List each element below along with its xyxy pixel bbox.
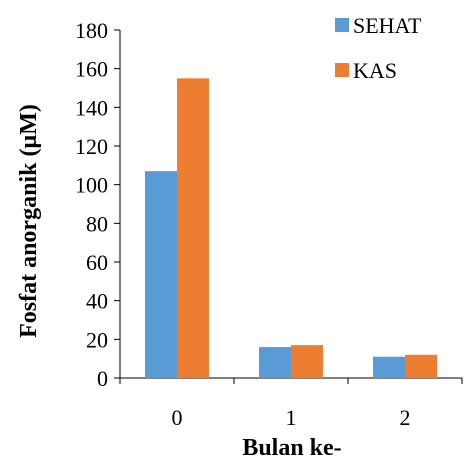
legend-swatch-kas — [335, 63, 349, 77]
y-tick-label: 60 — [86, 250, 108, 275]
legend-swatch-sehat — [335, 18, 349, 32]
y-axis-title: Fosfat anorganik (µM) — [16, 104, 42, 338]
y-tick-label: 160 — [75, 57, 108, 82]
bar-sehat-2 — [373, 356, 405, 378]
y-tick-label: 180 — [75, 18, 108, 43]
y-tick-label: 120 — [75, 134, 108, 159]
x-tick-label: 0 — [172, 405, 183, 430]
bar-sehat-0 — [145, 171, 177, 378]
x-axis-title: Bulan ke- — [242, 435, 341, 461]
x-tick-label: 2 — [400, 405, 411, 430]
bars — [145, 78, 437, 378]
bar-kas-0 — [177, 78, 209, 378]
x-tick-label: 1 — [286, 405, 297, 430]
y-tick-label: 40 — [86, 289, 108, 314]
legend-label-kas: KAS — [353, 58, 397, 83]
y-tick-label: 100 — [75, 173, 108, 198]
bar-kas-1 — [291, 345, 323, 378]
x-axis: 0 1 2 — [119, 377, 463, 430]
legend: SEHAT KAS — [335, 13, 422, 83]
bar-kas-2 — [405, 354, 437, 378]
y-tick-label: 20 — [86, 327, 108, 352]
y-tick-label: 140 — [75, 95, 108, 120]
legend-label-sehat: SEHAT — [353, 13, 422, 38]
y-tick-label: 0 — [97, 366, 108, 391]
y-axis: 0 20 40 60 80 100 120 140 160 180 — [75, 18, 121, 391]
y-tick-label: 80 — [86, 211, 108, 236]
bar-sehat-1 — [259, 347, 291, 378]
